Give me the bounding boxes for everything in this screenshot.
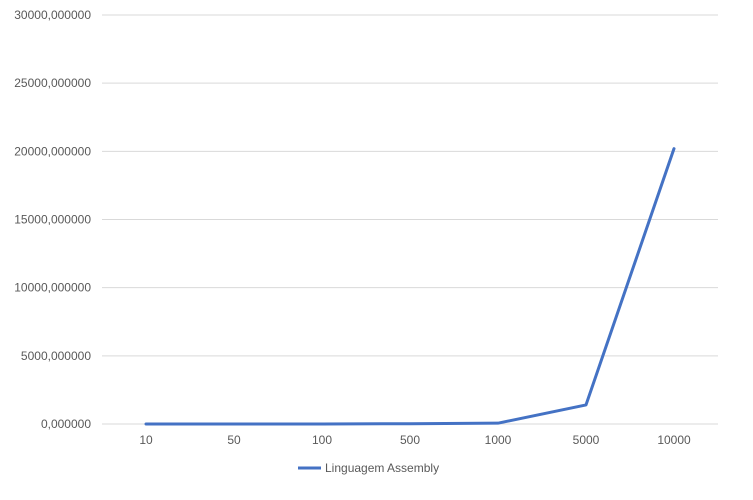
y-tick-label: 25000,000000 [14,76,91,90]
x-tick-label: 5000 [573,433,600,447]
x-tick-label: 1000 [485,433,512,447]
gridlines [102,14,718,425]
x-tick-label: 10000 [657,433,691,447]
x-tick-label: 100 [312,433,332,447]
x-tick-label: 10 [139,433,153,447]
y-axis-tick-labels: 0,000000 5000,000000 10000,000000 15000,000… [14,8,91,431]
x-tick-label: 50 [227,433,241,447]
y-tick-label: 20000,000000 [14,144,91,158]
series-line-0[interactable] [144,147,676,426]
x-axis-tick-labels: 10 50 100 500 1000 5000 10000 [139,433,691,447]
series-layer [144,147,676,426]
legend-label-linguagem-assembly: Linguagem Assembly [325,461,439,475]
y-tick-label: 15000,000000 [14,213,91,227]
x-tick-label: 500 [400,433,420,447]
y-tick-label: 30000,000000 [14,8,91,22]
y-tick-label: 10000,000000 [14,281,91,295]
legend[interactable]: Linguagem Assembly [298,461,439,475]
y-tick-label: 0,000000 [41,417,91,431]
y-tick-label: 5000,000000 [21,349,91,363]
